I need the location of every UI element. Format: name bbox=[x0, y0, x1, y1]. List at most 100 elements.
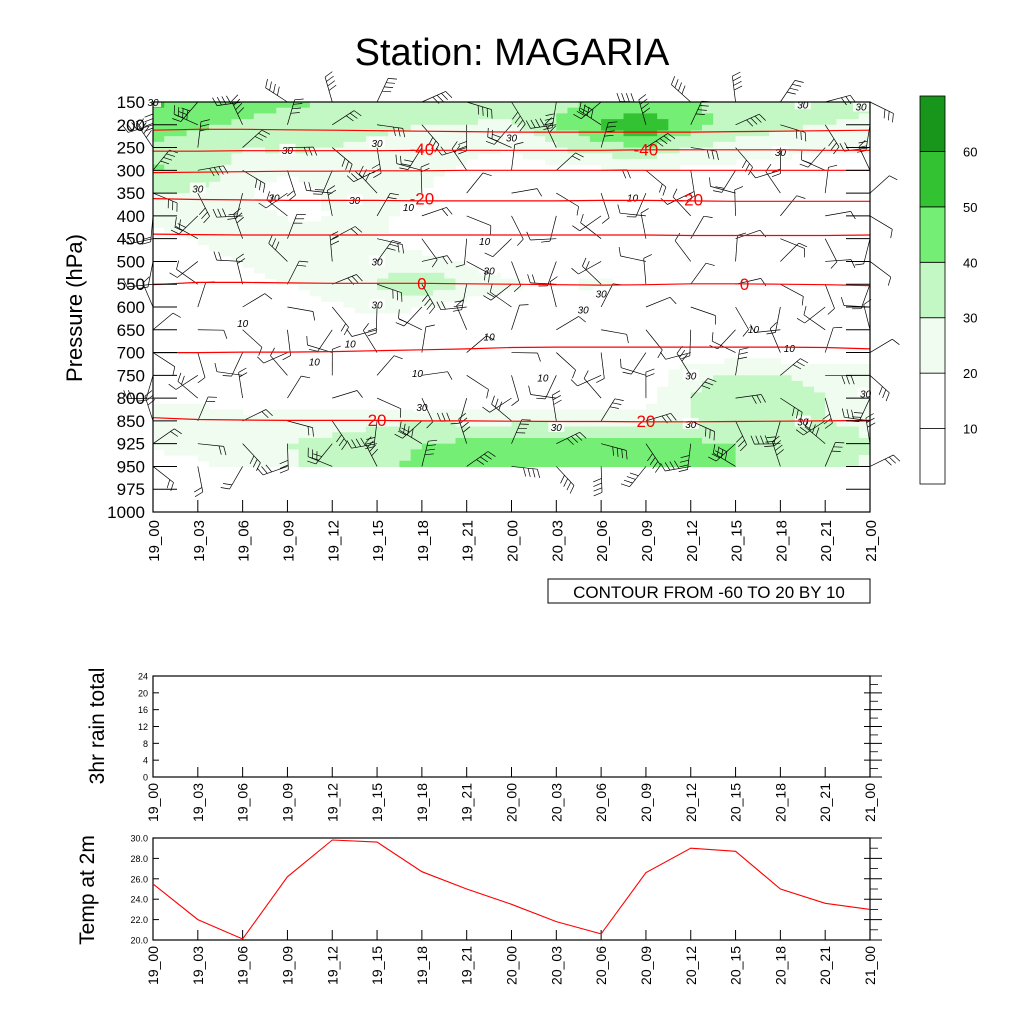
shade-cell bbox=[802, 432, 815, 439]
shade-cell bbox=[724, 415, 737, 422]
speed-contour-label: 10 bbox=[784, 344, 796, 355]
shade-cell bbox=[365, 198, 378, 206]
shade-cell bbox=[668, 398, 681, 405]
barb-feather bbox=[844, 142, 850, 151]
shade-cell bbox=[477, 102, 490, 109]
barb-feather bbox=[612, 402, 622, 405]
shade-cell bbox=[813, 460, 826, 468]
shade-cell bbox=[836, 460, 849, 468]
shade-cell bbox=[690, 443, 703, 450]
barb-feather bbox=[371, 163, 380, 169]
shade-cell bbox=[265, 232, 277, 240]
shade-cell bbox=[197, 227, 210, 234]
barb-feather bbox=[695, 113, 705, 115]
shade-cell bbox=[164, 141, 176, 149]
shade-cell bbox=[309, 289, 322, 297]
shade-cell bbox=[802, 392, 815, 399]
shade-cell bbox=[276, 261, 289, 268]
shade-cell bbox=[399, 278, 412, 285]
shade-cell bbox=[623, 460, 636, 468]
y-tick-label: 20.0 bbox=[130, 936, 148, 946]
barb-feather bbox=[127, 235, 133, 244]
wind-barb bbox=[287, 306, 316, 321]
shade-cell bbox=[836, 369, 849, 376]
shade-cell bbox=[433, 261, 445, 268]
shade-cell bbox=[466, 443, 479, 450]
shade-cell bbox=[276, 415, 289, 422]
shade-cell bbox=[433, 289, 445, 297]
barb-feather bbox=[539, 118, 545, 127]
shade-cell bbox=[679, 102, 692, 109]
shade-cell bbox=[321, 153, 333, 160]
shade-cell bbox=[242, 164, 255, 171]
wind-barb bbox=[451, 141, 467, 171]
shade-cell bbox=[668, 369, 681, 376]
barb-feather bbox=[679, 459, 689, 463]
barb-feather bbox=[571, 436, 579, 443]
shade-cell bbox=[522, 136, 535, 143]
shade-cell bbox=[354, 420, 367, 428]
shade-cell bbox=[332, 210, 345, 217]
shade-cell bbox=[253, 432, 266, 439]
wind-barb bbox=[536, 375, 557, 400]
shade-cell bbox=[477, 136, 490, 143]
temperature-contour bbox=[152, 417, 871, 423]
shade-cell bbox=[780, 398, 793, 405]
time-tick-label: 20_15 bbox=[728, 946, 744, 985]
shade-cell bbox=[836, 141, 849, 149]
barb-feather bbox=[549, 125, 556, 133]
shade-cell bbox=[466, 272, 479, 280]
shade-cell bbox=[433, 449, 445, 456]
shade-cell bbox=[556, 107, 569, 114]
shade-cell bbox=[634, 426, 647, 433]
shade-cell bbox=[477, 426, 490, 433]
barb-feather bbox=[795, 429, 804, 436]
shade-cell bbox=[231, 141, 244, 149]
barb-feather bbox=[854, 263, 864, 266]
barb-feather bbox=[531, 274, 536, 284]
barb-shaft bbox=[735, 235, 738, 262]
shade-cell bbox=[802, 386, 815, 394]
y-tick-label: 28.0 bbox=[130, 854, 148, 864]
barb-feather bbox=[265, 464, 272, 473]
shade-cell bbox=[769, 107, 781, 114]
shade-cell bbox=[209, 244, 221, 251]
shade-cell bbox=[657, 437, 669, 445]
shade-cell bbox=[511, 437, 524, 445]
barb-feather bbox=[268, 234, 273, 244]
legend-swatch bbox=[919, 261, 946, 319]
shade-cell bbox=[858, 381, 871, 388]
shade-cell bbox=[433, 272, 445, 280]
barb-feather bbox=[582, 104, 586, 114]
shade-cell bbox=[668, 164, 681, 171]
pressure-axis-label: Pressure (hPa) bbox=[62, 234, 87, 382]
shade-cell bbox=[231, 130, 244, 137]
wind-barb bbox=[152, 352, 176, 376]
shade-cell bbox=[164, 153, 176, 160]
shade-cell bbox=[377, 238, 389, 245]
barb-feather bbox=[764, 445, 774, 447]
shade-cell bbox=[601, 102, 613, 109]
shade-cell bbox=[242, 102, 255, 109]
shade-cell bbox=[265, 449, 277, 456]
shade-cell bbox=[309, 426, 322, 433]
shade-cell bbox=[836, 136, 849, 143]
time-tick-label: 20_09 bbox=[638, 946, 654, 985]
shade-cell bbox=[153, 198, 165, 206]
shade-cell bbox=[354, 113, 367, 120]
time-tick-label: 19_15 bbox=[370, 520, 387, 562]
shade-cell bbox=[388, 102, 401, 109]
temp2m-frame bbox=[152, 837, 882, 941]
shade-cell bbox=[399, 130, 412, 137]
shade-cell bbox=[825, 102, 837, 109]
shade-cell bbox=[500, 409, 513, 416]
shade-cell bbox=[601, 164, 613, 171]
barb-shaft bbox=[735, 306, 749, 330]
shade-cell bbox=[746, 415, 759, 422]
barb-feather bbox=[142, 236, 152, 240]
time-tick-label: 19_09 bbox=[280, 520, 297, 562]
time-tick-label: 19_03 bbox=[190, 946, 206, 985]
shade-cell bbox=[567, 415, 580, 422]
shade-cell bbox=[601, 130, 613, 137]
shade-cell bbox=[321, 119, 333, 126]
